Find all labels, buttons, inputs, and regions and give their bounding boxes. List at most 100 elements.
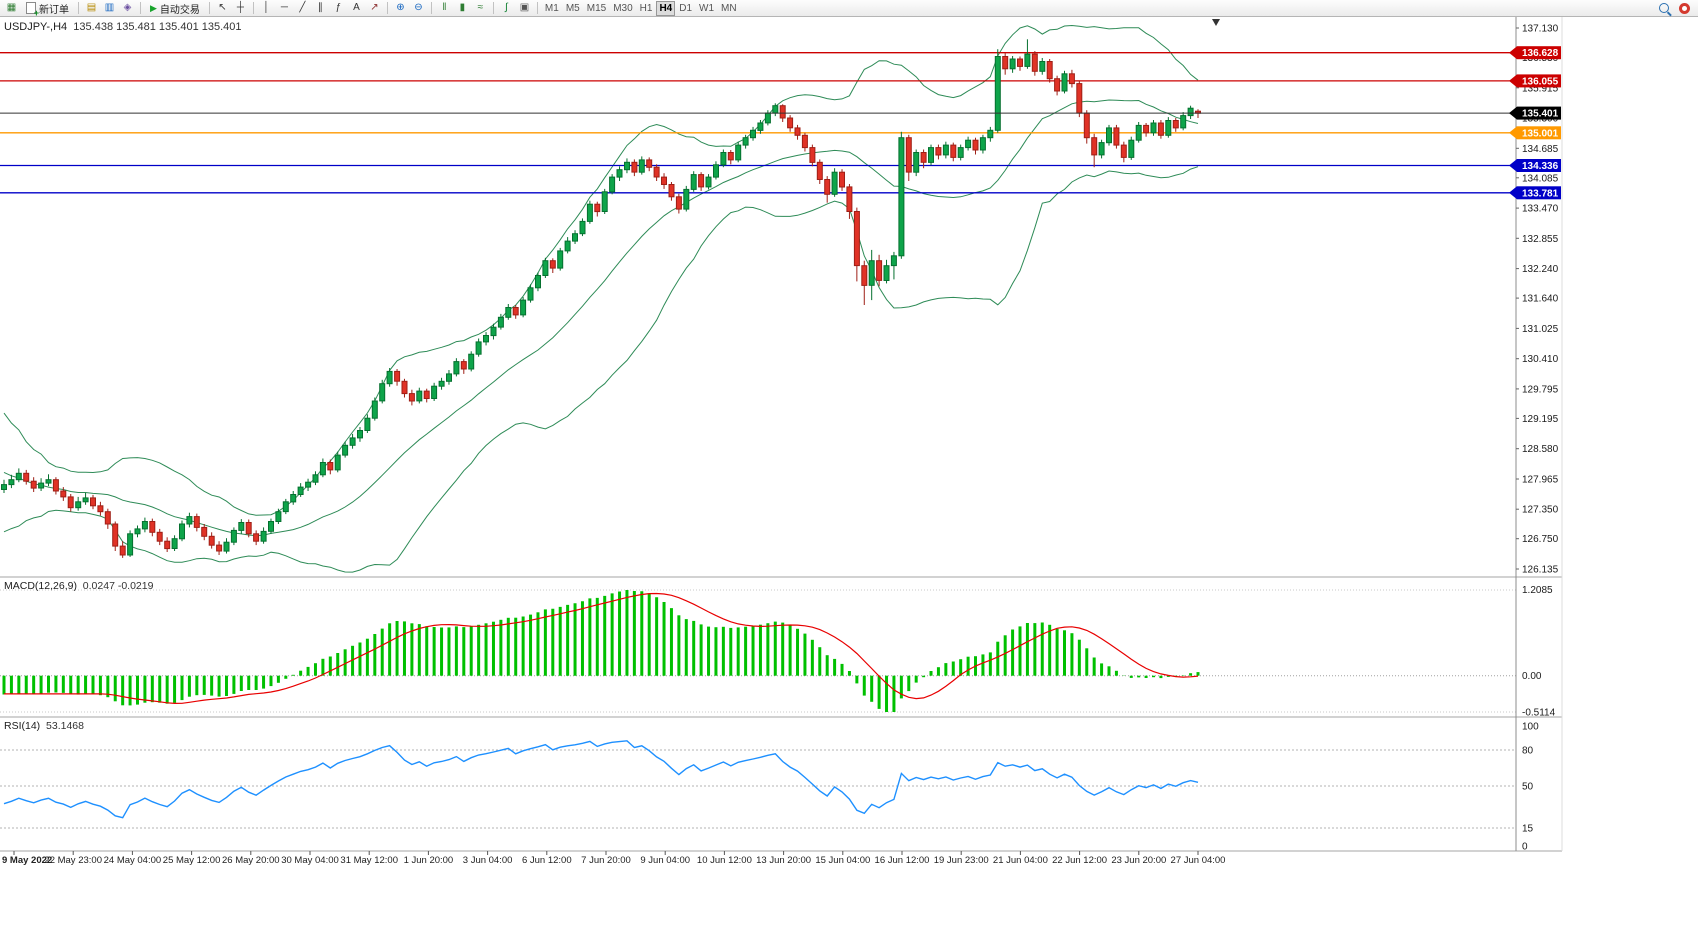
cursor-icon[interactable]: ↖ bbox=[218, 2, 227, 13]
chart-shift-marker bbox=[1212, 19, 1220, 26]
rsi-panel bbox=[0, 740, 1516, 829]
timeframe-button-M30[interactable]: M30 bbox=[613, 2, 633, 14]
toolbar: ▦ 新订单 ▤ ▥ ◈ ▶自动交易 ↖ ┼ │ ─ ╱ ∥ ƒA ↗ ⊕ ⊖ ‖ ▮ ≈ ∫ ▣ M1 M5 M15 M30 H1… bbox=[0, 0, 1698, 18]
price-axis-label: 129.195 bbox=[1522, 414, 1559, 425]
timeframe-button-M15[interactable]: M15 bbox=[586, 2, 607, 14]
fibonacci-icon[interactable]: ƒ bbox=[335, 2, 342, 13]
time-axis-label: 16 Jun 12:00 bbox=[875, 855, 930, 866]
price-line-label-136.628-box bbox=[1517, 46, 1561, 60]
timeframe-button-M5[interactable]: M5 bbox=[565, 2, 580, 14]
arrows-icon[interactable]: ↗ bbox=[370, 2, 379, 13]
ohlc-values-text: 135.438 135.481 135.401 135.401 bbox=[73, 21, 242, 33]
price-axis-label: 126.750 bbox=[1522, 534, 1559, 545]
candlestick-chart-icon[interactable]: ▮ bbox=[459, 2, 466, 13]
bar-chart-icon[interactable]: ‖ bbox=[442, 2, 447, 13]
line-chart-icon[interactable]: ≈ bbox=[477, 2, 484, 13]
symbol-ohlc-label: USDJPY-,H4 135.438 135.481 135.401 135.4… bbox=[4, 21, 242, 33]
bid-price-label-text: 135.401 bbox=[1522, 109, 1559, 120]
price-line-label-134.336-marker bbox=[1509, 159, 1517, 172]
price-axis-label: 135.915 bbox=[1522, 83, 1559, 94]
timeframe-button-H4[interactable]: H4 bbox=[656, 0, 676, 16]
time-axis-label: 22 May 23:00 bbox=[44, 855, 102, 866]
price-axis-label: 127.350 bbox=[1522, 505, 1559, 516]
trendline-icon[interactable]: ╱ bbox=[299, 2, 306, 13]
macd-axis-label: 0.00 bbox=[1522, 671, 1542, 682]
time-axis-label: 9 Jun 04:00 bbox=[640, 855, 690, 866]
price-axis-label: 131.640 bbox=[1522, 294, 1559, 305]
rsi-axis-label: 0 bbox=[1522, 842, 1528, 853]
timeframe-button-H1[interactable]: H1 bbox=[639, 2, 653, 14]
autotrading-button[interactable]: ▶ 自动交易 bbox=[145, 1, 205, 16]
price-line-label-133.781-box bbox=[1517, 186, 1561, 200]
bollinger-middle-band bbox=[3, 99, 1199, 537]
time-axis-label: 24 May 04:00 bbox=[104, 855, 162, 866]
timeframe-button-MN[interactable]: MN bbox=[721, 2, 737, 14]
templates-icon[interactable]: ▣ bbox=[519, 2, 530, 13]
price-line-label-134.336-text: 134.336 bbox=[1522, 161, 1559, 172]
price-line-label-133.781-text: 133.781 bbox=[1522, 188, 1559, 199]
community-icon[interactable] bbox=[1676, 1, 1693, 16]
time-axis-label: 6 Jun 12:00 bbox=[522, 855, 572, 866]
rsi-title-text: RSI(14) bbox=[4, 720, 41, 732]
equidistant-channel-icon[interactable]: ∥ bbox=[317, 2, 323, 13]
rsi-line bbox=[3, 740, 1199, 819]
navigator-icon[interactable]: ◈ bbox=[123, 2, 132, 13]
toolbar-separator bbox=[208, 2, 210, 14]
market-watch-icon[interactable]: ▥ bbox=[104, 2, 115, 13]
text-label-icon[interactable]: A bbox=[353, 2, 360, 13]
new-order-button-label: 新订单 bbox=[39, 4, 69, 16]
rsi-axis-label: 15 bbox=[1522, 824, 1534, 835]
toolbar-right-group bbox=[1655, 1, 1695, 16]
rsi-axis-label: 50 bbox=[1522, 782, 1534, 793]
price-axis-label: 126.135 bbox=[1522, 565, 1559, 576]
price-line-label-136.055-box bbox=[1517, 74, 1561, 88]
price-line-label-136.628-marker bbox=[1509, 46, 1517, 60]
crosshair-icon[interactable]: ┼ bbox=[236, 2, 244, 13]
horizontal-line-icon[interactable]: ─ bbox=[280, 2, 288, 13]
macd-histogram bbox=[2, 590, 1200, 712]
price-axis-label: 130.410 bbox=[1522, 354, 1559, 365]
autotrading-button-label: 自动交易 bbox=[159, 4, 200, 16]
bollinger-bands bbox=[3, 24, 1199, 573]
time-axis-label: 22 Jun 12:00 bbox=[1052, 855, 1107, 866]
macd-panel bbox=[0, 589, 1516, 713]
profiles-icon[interactable]: ▤ bbox=[86, 2, 97, 13]
toolbar-main-group: ▦ 新订单 ▤ ▥ ◈ ▶自动交易 ↖ ┼ │ ─ ╱ ∥ ƒA ↗ ⊕ ⊖ ‖ ▮ ≈ ∫ ▣ M1 M5 M15 M30 H1… bbox=[3, 0, 1654, 18]
timeframe-button-D1[interactable]: D1 bbox=[679, 2, 693, 14]
price-axis[interactable]: 137.130136.530135.915135.300134.685134.0… bbox=[1509, 24, 1561, 576]
bid-price-label-box bbox=[1517, 106, 1561, 120]
toolbar-separator bbox=[430, 2, 432, 14]
price-axis-label: 132.240 bbox=[1522, 264, 1559, 275]
price-line-label-136.628-text: 136.628 bbox=[1522, 48, 1559, 59]
zoom-out-icon[interactable]: ⊖ bbox=[414, 2, 423, 13]
autotrading-play-icon: ▶ bbox=[150, 2, 157, 13]
zoom-in-icon[interactable]: ⊕ bbox=[396, 2, 405, 13]
price-line-label-134.336-box bbox=[1517, 159, 1561, 172]
price-axis-label: 132.855 bbox=[1522, 234, 1559, 245]
price-axis-label: 128.580 bbox=[1522, 444, 1559, 455]
new-chart-icon[interactable]: ▦ bbox=[6, 2, 17, 13]
price-line-label-136.055-marker bbox=[1509, 74, 1517, 88]
price-line-label-133.781-marker bbox=[1509, 186, 1517, 200]
toolbar-separator bbox=[78, 2, 79, 14]
symbol-period-text: USDJPY-,H4 bbox=[4, 21, 68, 33]
time-axis-label: 23 Jun 20:00 bbox=[1111, 855, 1166, 866]
macd-axis-label: -0.5114 bbox=[1522, 708, 1556, 719]
price-axis-label: 127.965 bbox=[1522, 475, 1559, 486]
candlestick-series bbox=[1, 39, 1201, 558]
price-axis-label: 129.795 bbox=[1522, 384, 1559, 395]
macd-values-text: 0.0247 -0.0219 bbox=[82, 580, 154, 592]
timeframe-button-W1[interactable]: W1 bbox=[699, 2, 715, 14]
vertical-line-icon[interactable]: │ bbox=[263, 2, 270, 13]
time-axis-label: 15 Jun 04:00 bbox=[815, 855, 870, 866]
bid-price-label-marker bbox=[1509, 106, 1517, 120]
timeframe-button-M1[interactable]: M1 bbox=[544, 2, 559, 14]
new-order-button[interactable]: 新订单 bbox=[21, 1, 74, 18]
price-line-label-135.001-box bbox=[1517, 126, 1561, 140]
search-icon[interactable] bbox=[1655, 1, 1672, 16]
new-order-doc-icon bbox=[26, 2, 39, 18]
chart-background bbox=[0, 17, 1698, 941]
indicators-icon[interactable]: ∫ bbox=[505, 2, 508, 13]
